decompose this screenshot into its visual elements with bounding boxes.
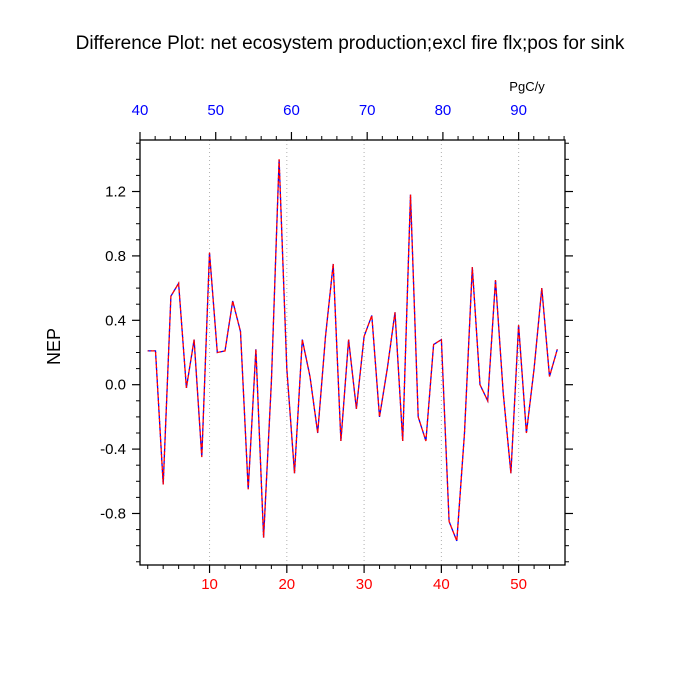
y-axis-tick-label: 0.8	[105, 248, 126, 265]
y-axis-tick-label: -0.4	[100, 441, 126, 458]
x-axis-tick-label: 10	[201, 576, 218, 593]
series-line-red	[147, 159, 558, 542]
x-axis-tick-label: 40	[433, 576, 450, 593]
x-axis-tick-label: 50	[510, 576, 527, 593]
chart-title: Difference Plot: net ecosystem productio…	[75, 33, 625, 54]
plot-box	[139, 139, 566, 566]
top-axis-tick-label: 80	[435, 102, 452, 119]
top-axis-tick-label: 60	[283, 102, 300, 119]
x-axis-tick-label: 20	[278, 576, 295, 593]
y-axis-tick-label: 1.2	[105, 184, 126, 201]
top-axis-tick-label: 40	[132, 102, 149, 119]
top-axis-tick-label: 90	[510, 102, 527, 119]
y-axis-tick-label: 0.4	[105, 312, 126, 329]
top-axis-tick-label: 50	[207, 102, 224, 119]
top-axis-unit-label: PgC/y	[509, 79, 545, 94]
y-axis-tick-label: 0.0	[105, 377, 126, 394]
x-axis-tick-label: 30	[356, 576, 373, 593]
top-axis-tick-label: 70	[359, 102, 376, 119]
y-axis-tick-label: -0.8	[100, 505, 126, 522]
